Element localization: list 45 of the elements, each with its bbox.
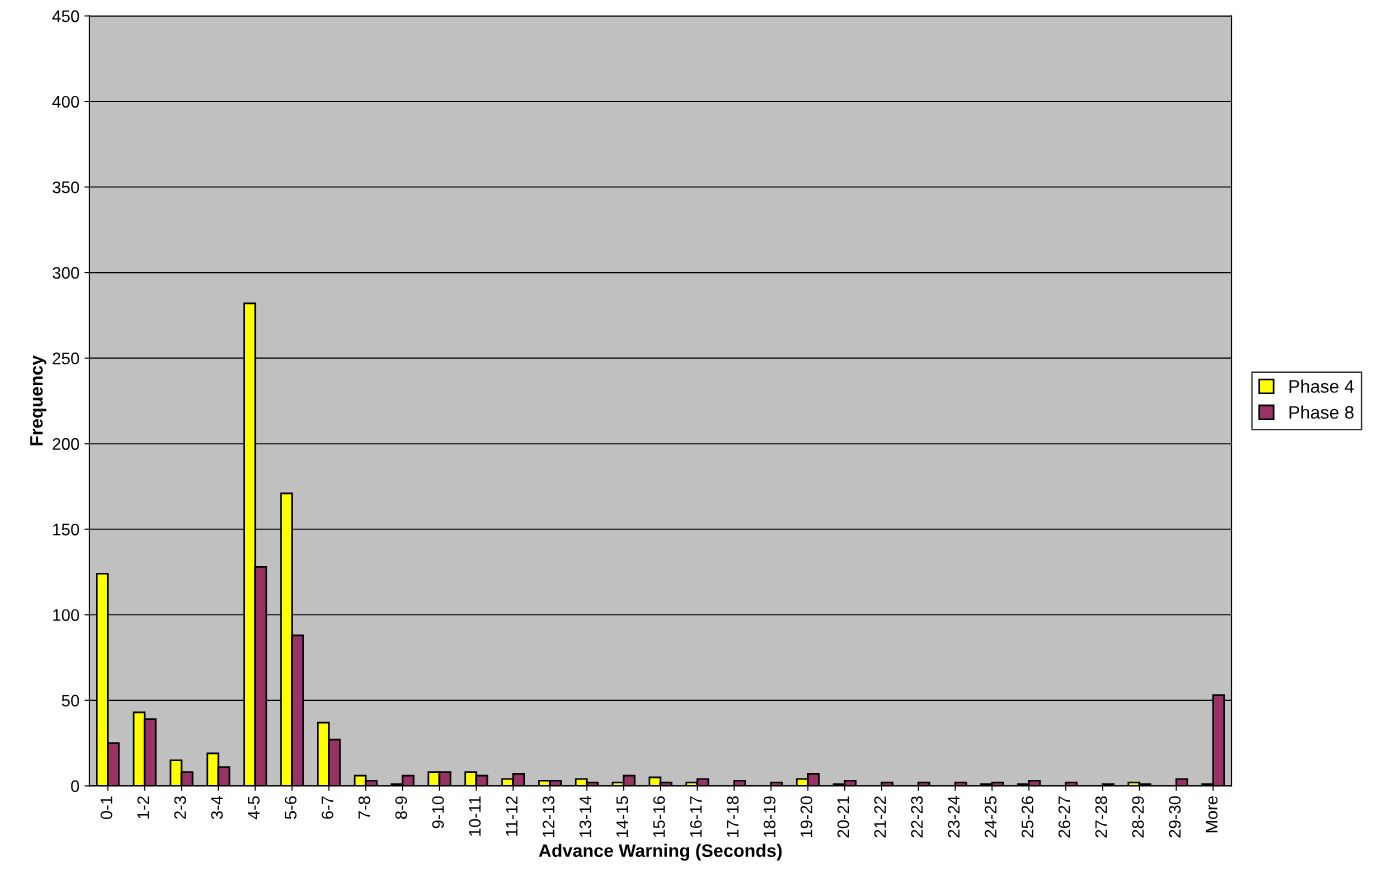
y-tick-label: 0 xyxy=(71,780,80,793)
x-tick-label: 7-8 xyxy=(358,796,371,819)
y-tick-label: 350 xyxy=(52,181,80,194)
x-tick-label: 29-30 xyxy=(1168,796,1181,838)
x-tick-label: 28-29 xyxy=(1132,796,1144,838)
x-tick-label: 23-24 xyxy=(947,796,960,838)
x-tick-label: 24-25 xyxy=(984,796,997,838)
x-tick-label: 16-17 xyxy=(689,796,702,837)
x-tick-label: 18-19 xyxy=(763,796,776,837)
x-axis-title: Advance Warning (Seconds) xyxy=(538,843,782,861)
x-tick-label: 5-6 xyxy=(284,796,297,820)
y-tick-label: 300 xyxy=(52,266,80,279)
x-tick-label: More xyxy=(1205,796,1218,833)
legend-label: Phase 8 xyxy=(1289,405,1354,419)
x-tick-label: 19-20 xyxy=(800,796,813,837)
y-tick-label: 200 xyxy=(52,438,80,450)
x-tick-label: 14-15 xyxy=(616,796,629,837)
x-tick-label: 17-18 xyxy=(726,796,739,837)
x-tick-label: 10-11 xyxy=(468,796,481,836)
y-axis-title: Frequency xyxy=(30,355,47,446)
x-tick-label: 11-12 xyxy=(505,796,518,836)
y-tick-label: 250 xyxy=(52,352,80,365)
x-tick-label: 21-22 xyxy=(874,796,886,838)
y-tick-label: 150 xyxy=(53,523,80,536)
x-tick-label: 6-7 xyxy=(321,796,334,819)
y-tick-label: 100 xyxy=(53,609,80,621)
x-tick-label: 22-23 xyxy=(911,796,923,838)
x-tick-label: 12-13 xyxy=(542,796,555,837)
x-tick-label: 8-9 xyxy=(395,796,408,819)
x-tick-label: 1-2 xyxy=(137,796,150,819)
x-tick-label: 15-16 xyxy=(653,796,665,837)
x-tick-label: 25-26 xyxy=(1021,796,1034,838)
x-tick-label: 3-4 xyxy=(211,796,223,820)
x-tick-label: 0-1 xyxy=(100,796,113,820)
x-tick-label: 27-28 xyxy=(1095,796,1108,838)
x-tick-label: 9-10 xyxy=(432,796,444,829)
x-tick-label: 20-21 xyxy=(837,796,850,838)
legend-label: Phase 4 xyxy=(1289,379,1354,393)
x-tick-label: 2-3 xyxy=(174,796,187,819)
y-tick-label: 400 xyxy=(52,95,80,108)
x-tick-label: 4-5 xyxy=(248,796,260,820)
x-tick-label: 26-27 xyxy=(1058,796,1071,838)
y-tick-label: 450 xyxy=(52,10,80,23)
y-tick-label: 50 xyxy=(61,694,80,707)
x-tick-label: 13-14 xyxy=(579,796,592,837)
